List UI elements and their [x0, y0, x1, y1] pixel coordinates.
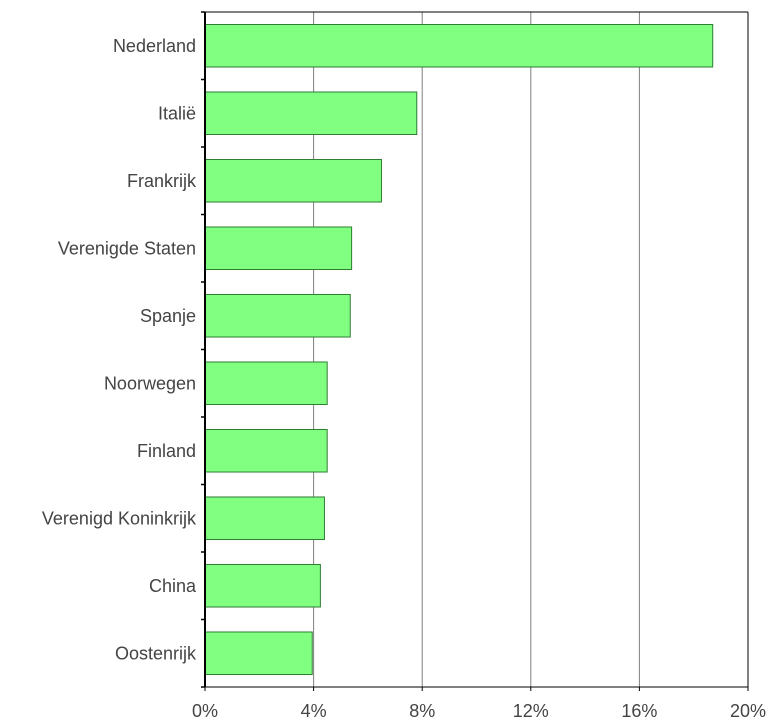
category-label: Finland	[137, 441, 196, 461]
bar-verenigd-koninkrijk	[204, 496, 325, 541]
category-label: Italië	[158, 103, 196, 123]
bar-nederland	[204, 23, 714, 68]
category-label: China	[149, 576, 197, 596]
category-label: Verenigde Staten	[58, 238, 196, 258]
bar-verenigde-staten	[204, 226, 353, 271]
category-label: Frankrijk	[127, 171, 197, 191]
bar-italië	[204, 91, 418, 136]
x-tick-label: 8%	[409, 701, 435, 721]
bar-frankrijk	[204, 158, 382, 203]
category-label: Noorwegen	[104, 373, 196, 393]
category-label: Verenigd Koninkrijk	[42, 508, 197, 528]
bar-spanje	[204, 293, 351, 338]
category-label: Spanje	[140, 306, 196, 326]
x-tick-label: 4%	[301, 701, 327, 721]
bar-noorwegen	[204, 361, 328, 406]
x-tick-label: 0%	[192, 701, 218, 721]
x-tick-label: 12%	[513, 701, 549, 721]
bar-china	[204, 563, 321, 608]
x-tick-label: 20%	[730, 701, 766, 721]
x-tick-label: 16%	[621, 701, 657, 721]
bar-oostenrijk	[204, 631, 313, 676]
bar-finland	[204, 428, 328, 473]
category-label: Nederland	[113, 36, 196, 56]
category-label: Oostenrijk	[115, 643, 197, 663]
